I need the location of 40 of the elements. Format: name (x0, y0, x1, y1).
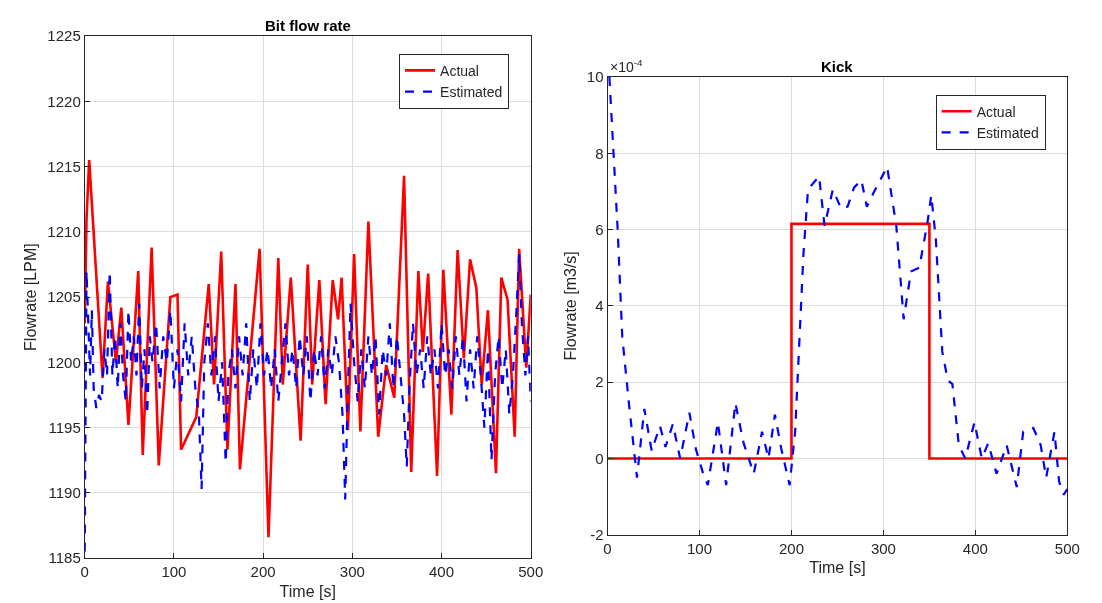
y-axis-title: Flowrate [m3/s] (561, 251, 579, 361)
chart-title: Kick (821, 58, 854, 75)
y-tick-label: 1225 (47, 27, 81, 45)
line-series (84, 252, 531, 553)
y-tick-label: 1220 (47, 92, 81, 110)
y-tick-label: -2 (590, 526, 604, 543)
line-series (608, 77, 1068, 496)
x-tick-label: 400 (429, 563, 455, 581)
y-tick-label: 1195 (48, 418, 81, 436)
y-tick-label: 2 (595, 373, 604, 391)
x-tick-label: 500 (1054, 539, 1080, 557)
y-tick-label: 4 (595, 297, 604, 315)
x-tick-label: 100 (686, 539, 713, 557)
y-tick-label: 6 (595, 220, 604, 238)
x-tick-label: 300 (870, 539, 896, 557)
y-tick-label: 1185 (48, 549, 81, 567)
x-tick-label: 400 (962, 539, 988, 557)
y-tick-label: 1215 (47, 157, 81, 175)
legend-label: Estimated (976, 124, 1039, 141)
y-axis-title: Flowrate [LPM] (22, 243, 40, 351)
x-tick-label: 200 (778, 539, 804, 557)
legend-label: Actual (440, 62, 479, 79)
text: ×10$^{-4}$ (610, 57, 644, 75)
chart-title: Bit flow rate (265, 17, 351, 34)
x-axis-title: Time [s] (279, 582, 336, 600)
y-tick-label: 8 (595, 144, 604, 162)
x-tick-label: 500 (518, 563, 544, 581)
y-tick-label: 0 (595, 449, 604, 467)
y-tick-label: 1200 (47, 353, 81, 371)
x-tick-label: 100 (161, 563, 187, 581)
y-tick-label: 1205 (47, 288, 81, 306)
x-tick-label: 200 (250, 563, 276, 581)
y-tick-label: 10 (586, 68, 604, 86)
legend-label: Estimated (440, 84, 503, 101)
legend-label: Actual (976, 103, 1016, 120)
y-tick-label: 1210 (47, 223, 81, 241)
x-axis-title: Time [s] (809, 559, 866, 577)
x-tick-label: 300 (339, 563, 365, 581)
line-series (84, 158, 531, 539)
y-tick-label: 1190 (48, 484, 81, 502)
